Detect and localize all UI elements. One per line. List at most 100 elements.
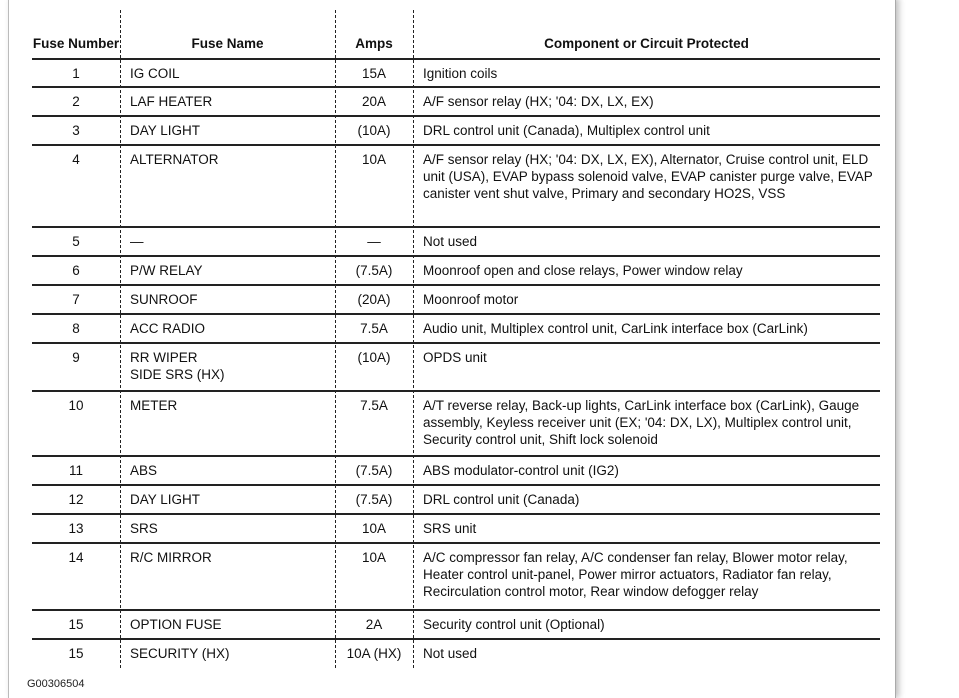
component-protected: Moonroof motor [423,292,519,307]
fuse-name: IG COIL [130,66,180,81]
column-divider [120,10,121,668]
row-divider [32,313,880,315]
row-divider [32,638,880,640]
fuse-number: 8 [72,321,80,336]
table-row: 7 SUNROOF (20A) Moonroof motor [32,284,880,313]
fuse-amps: (10A) [357,123,391,138]
table-row: 15 OPTION FUSE 2A Security control unit (Op… [32,609,880,638]
row-divider [32,484,880,486]
row-divider [32,390,880,392]
fuse-number: 5 [72,234,80,249]
row-divider [32,342,880,344]
component-protected: A/T reverse relay, Back-up lights, CarLi… [423,398,860,447]
header-amps: Amps [355,36,393,51]
component-protected: Ignition coils [423,66,498,81]
component-protected: A/C compressor fan relay, A/C condenser … [423,550,848,599]
row-divider [32,226,880,228]
column-divider [413,10,414,668]
fuse-number: 2 [72,94,80,109]
fuse-name: SRS [130,521,158,536]
fuse-number: 15 [68,646,84,661]
header-fuse-number: Fuse Number [32,36,120,51]
table-row: 3 DAY LIGHT (10A) DRL control unit (Canada)… [32,115,880,144]
fuse-name: RR WIPER SIDE SRS (HX) [130,350,225,382]
fuse-amps: (7.5A) [355,463,393,478]
row-divider [32,58,880,60]
row-divider [32,513,880,515]
fuse-amps: (20A) [357,292,391,307]
fuse-name: — [130,234,144,249]
fuse-amps: 10A [361,152,387,167]
fuse-name: R/C MIRROR [130,550,212,565]
fuse-number: 12 [68,492,84,507]
table-row: 2 LAF HEATER 20A A/F sensor relay (HX; '04:… [32,86,880,115]
fuse-amps: 10A [361,521,387,536]
table-row: 15 SECURITY (HX) 10A (HX) Not used [32,638,880,668]
component-protected: A/F sensor relay (HX; '04: DX, LX, EX), … [423,152,873,201]
component-protected: DRL control unit (Canada) [423,492,580,507]
table-row: 10 METER 7.5A A/T reverse relay, Back-up li… [32,390,880,455]
fuse-name: LAF HEATER [130,94,213,109]
component-protected: Moonroof open and close relays, Power wi… [423,263,743,278]
header-fuse-name: Fuse Name [191,36,264,51]
row-divider [32,115,880,117]
row-divider [32,144,880,146]
table-row: 5 — — Not used [32,226,880,255]
figure-code: G00306504 [27,678,85,690]
fuse-number: 1 [72,66,80,81]
fuse-amps: — [367,234,381,249]
fuse-amps: 7.5A [360,321,388,336]
component-protected: DRL control unit (Canada), Multiplex con… [423,123,710,138]
fuse-number: 6 [72,263,80,278]
row-divider [32,86,880,88]
table-row: 6 P/W RELAY (7.5A) Moonroof open and close … [32,255,880,284]
table-row: 1 IG COIL 15A Ignition coils [32,58,880,86]
component-protected: Not used [423,646,478,661]
component-protected: Security control unit (Optional) [423,617,605,632]
fuse-amps: 10A [361,550,387,565]
row-divider [32,609,880,611]
component-protected: A/F sensor relay (HX; '04: DX, LX, EX) [423,94,654,109]
fuse-amps: 10A (HX) [346,646,402,661]
fuse-amps: 7.5A [360,398,388,413]
table-row: 13 SRS 10A SRS unit [32,513,880,542]
fuse-number: 7 [72,292,80,307]
fuse-number: 13 [68,521,84,536]
fuse-name: SECURITY (HX) [130,646,230,661]
table-row: 9 RR WIPER SIDE SRS (HX) (10A) OPDS unit [32,342,880,390]
fuse-name: SUNROOF [130,292,198,307]
fuse-number: 3 [72,123,80,138]
fuse-amps: 15A [361,66,387,81]
table-row: 14 R/C MIRROR 10A A/C compressor fan relay,… [32,542,880,609]
column-divider [335,10,336,668]
row-divider [32,455,880,457]
fuse-amps: (7.5A) [355,263,393,278]
row-divider [32,542,880,544]
component-protected: ABS modulator-control unit (IG2) [423,463,619,478]
fuse-amps: 2A [365,617,383,632]
fuse-number: 10 [68,398,84,413]
fuse-name: METER [130,398,178,413]
fuse-name: DAY LIGHT [130,123,201,138]
fuse-number: 4 [72,152,80,167]
component-protected: Audio unit, Multiplex control unit, CarL… [423,321,808,336]
fuse-amps: (7.5A) [355,492,393,507]
table-row: 4 ALTERNATOR 10A A/F sensor relay (HX; '04:… [32,144,880,226]
table-row: 12 DAY LIGHT (7.5A) DRL control unit (Canad… [32,484,880,513]
header-component: Component or Circuit Protected [544,36,749,51]
row-divider [32,284,880,286]
row-divider [32,255,880,257]
component-protected: SRS unit [423,521,477,536]
fuse-amps: (10A) [357,350,391,365]
fuse-name: ACC RADIO [130,321,206,336]
fuse-number: 14 [68,550,84,565]
fuse-number: 9 [72,350,80,365]
fuse-name: ALTERNATOR [130,152,219,167]
fuse-name: OPTION FUSE [130,617,222,632]
fuse-number: 15 [68,617,84,632]
table-row: 8 ACC RADIO 7.5A Audio unit, Multiplex cont… [32,313,880,342]
table-row: 11 ABS (7.5A) ABS modulator-control unit (I… [32,455,880,484]
fuse-amps: 20A [361,94,387,109]
fuse-name: P/W RELAY [130,263,203,278]
fuse-number: 11 [68,463,83,478]
